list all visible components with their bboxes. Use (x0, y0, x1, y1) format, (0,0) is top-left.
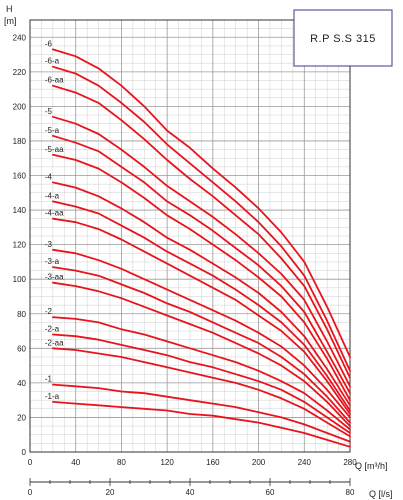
x2-axis-label: Q [l/s] (369, 489, 393, 499)
curve-label: -6 (45, 39, 53, 48)
curve-label: -5 (45, 107, 53, 116)
pump-curve-4-aa (52, 217, 351, 415)
x-tick-label: 40 (71, 458, 80, 467)
curve-label: -1-a (45, 392, 60, 401)
y-tick-label: 120 (13, 241, 27, 250)
curve-label: -2-a (45, 324, 60, 333)
y-tick-label: 20 (17, 413, 26, 422)
x-tick-label: 200 (252, 458, 266, 467)
pump-curve-3-a (52, 266, 351, 424)
x-tick-label: 240 (298, 458, 312, 467)
curve-label: -2 (45, 307, 53, 316)
pump-curve-1 (52, 383, 351, 443)
x2-tick-label: 20 (106, 488, 115, 497)
x-axis-label: Q [m³/h] (355, 461, 388, 471)
x-tick-label: 280 (343, 458, 357, 467)
x-tick-label: 0 (28, 458, 33, 467)
pump-curve-5 (52, 115, 351, 388)
pump-curve-6-a (52, 65, 351, 372)
curve-label: -5-a (45, 126, 60, 135)
curve-label: -4-a (45, 191, 60, 200)
curve-label: -3-aa (45, 273, 64, 282)
curve-label: -4 (45, 172, 53, 181)
y-tick-label: 80 (17, 310, 26, 319)
pump-curve-4-a (52, 200, 351, 412)
pump-curve-6 (52, 48, 351, 358)
title-box: R.P S.S 315 (293, 9, 393, 67)
y-tick-label: 40 (17, 379, 26, 388)
curve-label-group: -6 -6-a -6-aa -5 -5-a -5-aa -4 -4-a -4-aa -3 -3-a -… (45, 39, 64, 401)
curve-label: -2-aa (45, 338, 64, 347)
curve-label: -6-a (45, 57, 60, 66)
pump-curve-3 (52, 248, 351, 419)
y-tick-label: 60 (17, 344, 26, 353)
y-tick-label: 160 (13, 172, 27, 181)
y-tick-label: 200 (13, 102, 27, 111)
x2-tick-label: 60 (266, 488, 275, 497)
y-tick-label: 0 (22, 448, 27, 457)
y-tick-label: 180 (13, 137, 27, 146)
curve-label: -6-aa (45, 76, 64, 85)
y-tick-label: 100 (13, 275, 27, 284)
plot-frame (29, 19, 351, 453)
y-tick-label: 140 (13, 206, 27, 215)
curve-label: -4-aa (45, 209, 64, 218)
x-tick-label: 160 (206, 458, 220, 467)
pump-curve-3-aa (52, 281, 351, 427)
x2-tick-label: 40 (186, 488, 195, 497)
x2-tick-label: 0 (28, 488, 33, 497)
pump-curve-6-aa (52, 84, 351, 379)
secondary-x-axis: 0 20 40 60 80 (28, 478, 355, 497)
x2-tick-label: 80 (346, 488, 355, 497)
pump-curve-2 (52, 316, 351, 431)
y-axis-label: H (6, 4, 13, 14)
chart-title: R.P S.S 315 (310, 33, 376, 45)
y-tick-label: 220 (13, 68, 27, 77)
x-tick-label: 120 (160, 458, 174, 467)
y-axis-ticks: 0 20 40 60 80 100 120 140 160 180 200 220 240 (13, 33, 27, 457)
curve-label: -1 (45, 375, 53, 384)
pump-curve-2-aa (52, 347, 351, 438)
curve-label: -5-aa (45, 145, 64, 154)
curve-label: -3 (45, 240, 53, 249)
curve-label: -3-a (45, 257, 60, 266)
pump-curve-4 (52, 181, 351, 407)
pump-curve-5-aa (52, 153, 351, 402)
pump-curve-2-a (52, 333, 351, 434)
y-tick-label: 240 (13, 33, 27, 42)
pump-curve-5-a (52, 134, 351, 395)
x-tick-label: 80 (117, 458, 126, 467)
pump-curve-1-a (52, 401, 351, 448)
y-axis-unit: [m] (4, 16, 17, 26)
curve-group (52, 48, 351, 448)
x-axis-ticks: 0 40 80 120 160 200 240 280 (28, 458, 357, 467)
